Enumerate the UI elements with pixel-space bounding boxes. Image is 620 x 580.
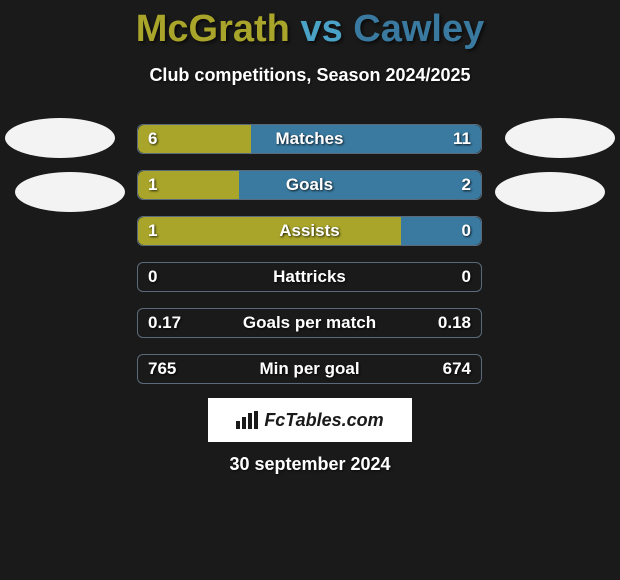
stat-label: Goals per match xyxy=(138,309,481,337)
footer-date: 30 september 2024 xyxy=(0,454,620,475)
stat-label: Goals xyxy=(138,171,481,199)
player1-badge-bottom xyxy=(15,172,125,212)
stat-label: Matches xyxy=(138,125,481,153)
brand-box[interactable]: FcTables.com xyxy=(208,398,412,442)
player1-badge-top xyxy=(5,118,115,158)
player2-badge-top xyxy=(505,118,615,158)
competition-subtitle: Club competitions, Season 2024/2025 xyxy=(0,65,620,86)
stat-row: 10Assists xyxy=(137,216,482,246)
stat-row: 12Goals xyxy=(137,170,482,200)
stat-row: 0.170.18Goals per match xyxy=(137,308,482,338)
stat-label: Hattricks xyxy=(138,263,481,291)
fctables-icon xyxy=(236,411,258,429)
stat-row: 611Matches xyxy=(137,124,482,154)
stat-bars-container: 611Matches 12Goals 10Assists 00Hattricks 0.1… xyxy=(137,124,482,400)
brand-text: FcTables.com xyxy=(264,410,383,431)
comparison-title: McGrath vs Cawley xyxy=(0,0,620,51)
stat-row: 765674Min per goal xyxy=(137,354,482,384)
vs-text: vs xyxy=(300,8,342,50)
stat-row: 00Hattricks xyxy=(137,262,482,292)
player1-name: McGrath xyxy=(136,8,290,50)
player2-badge-bottom xyxy=(495,172,605,212)
player2-name: Cawley xyxy=(353,8,484,50)
stat-label: Min per goal xyxy=(138,355,481,383)
stat-label: Assists xyxy=(138,217,481,245)
